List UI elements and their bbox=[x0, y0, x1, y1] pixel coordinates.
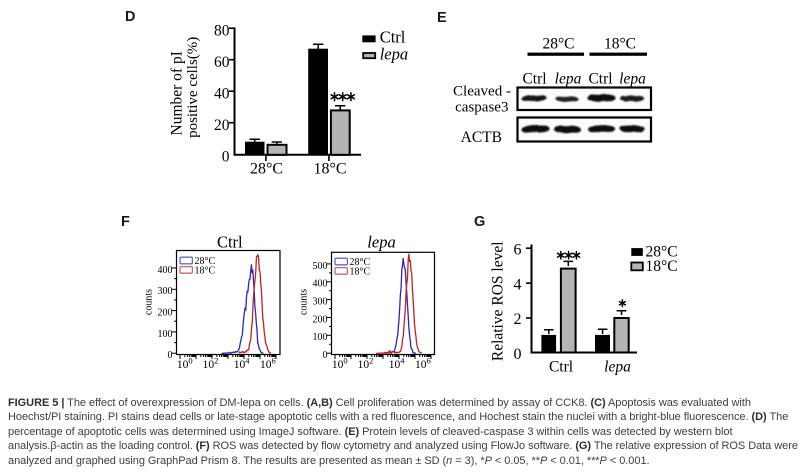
svg-text:18°C: 18°C bbox=[604, 35, 636, 52]
svg-text:lepa: lepa bbox=[555, 71, 582, 88]
svg-text:400: 400 bbox=[158, 265, 173, 276]
svg-text:100: 100 bbox=[177, 356, 193, 372]
svg-text:0: 0 bbox=[222, 148, 230, 165]
svg-text:28°C: 28°C bbox=[646, 243, 678, 260]
svg-text:lepa: lepa bbox=[619, 71, 646, 88]
svg-text:F: F bbox=[121, 214, 130, 230]
svg-text:D: D bbox=[125, 9, 135, 25]
svg-text:102: 102 bbox=[358, 356, 374, 372]
svg-text:104: 104 bbox=[389, 356, 406, 372]
svg-text:counts: counts bbox=[298, 289, 309, 315]
svg-text:Relative ROS level: Relative ROS level bbox=[490, 241, 507, 361]
svg-text:106: 106 bbox=[260, 356, 276, 372]
svg-text:lepa: lepa bbox=[604, 359, 631, 376]
svg-text:28°C: 28°C bbox=[542, 35, 574, 52]
svg-text:Ctrl: Ctrl bbox=[217, 232, 243, 251]
svg-text:80: 80 bbox=[214, 22, 230, 39]
svg-text:106: 106 bbox=[415, 356, 431, 372]
svg-text:104: 104 bbox=[234, 356, 251, 372]
svg-text:28°C: 28°C bbox=[350, 257, 371, 268]
svg-text:lepa: lepa bbox=[380, 44, 408, 63]
svg-text:Ctrl: Ctrl bbox=[380, 27, 406, 46]
svg-text:2: 2 bbox=[514, 311, 522, 328]
svg-text:Ctrl: Ctrl bbox=[549, 359, 573, 376]
svg-text:ACTB: ACTB bbox=[461, 129, 502, 146]
svg-text:500: 500 bbox=[313, 261, 328, 272]
svg-text:102: 102 bbox=[203, 356, 219, 372]
svg-text:positive cells(%): positive cells(%) bbox=[185, 37, 201, 138]
svg-text:60: 60 bbox=[214, 54, 230, 71]
svg-text:lepa: lepa bbox=[367, 232, 395, 251]
svg-text:caspase3: caspase3 bbox=[455, 99, 508, 115]
svg-text:4: 4 bbox=[514, 276, 522, 293]
svg-text:40: 40 bbox=[214, 85, 230, 102]
svg-text:counts: counts bbox=[143, 289, 154, 315]
svg-text:Ctrl: Ctrl bbox=[588, 71, 612, 88]
svg-text:100: 100 bbox=[158, 329, 173, 340]
svg-text:0: 0 bbox=[514, 346, 522, 363]
svg-text:6: 6 bbox=[514, 241, 522, 258]
svg-text:E: E bbox=[437, 10, 447, 26]
svg-text:Cleaved -: Cleaved - bbox=[453, 84, 511, 100]
svg-text:0: 0 bbox=[168, 350, 173, 361]
svg-text:300: 300 bbox=[158, 286, 173, 297]
svg-text:Ctrl: Ctrl bbox=[522, 71, 546, 88]
svg-text:G: G bbox=[474, 214, 485, 230]
svg-text:100: 100 bbox=[313, 332, 328, 343]
svg-text:18°C: 18°C bbox=[313, 161, 346, 178]
svg-text:100: 100 bbox=[332, 356, 348, 372]
svg-text:18°C: 18°C bbox=[195, 266, 216, 277]
svg-text:Number of pI: Number of pI bbox=[169, 51, 186, 135]
svg-text:20: 20 bbox=[214, 117, 230, 134]
svg-text:28°C: 28°C bbox=[195, 256, 216, 267]
svg-text:18°C: 18°C bbox=[350, 267, 371, 278]
svg-text:18°C: 18°C bbox=[646, 258, 678, 275]
svg-text:400: 400 bbox=[313, 279, 328, 290]
svg-text:0: 0 bbox=[323, 350, 328, 361]
svg-text:300: 300 bbox=[313, 297, 328, 308]
svg-text:200: 200 bbox=[313, 314, 328, 325]
svg-text:200: 200 bbox=[158, 308, 173, 319]
svg-text:28°C: 28°C bbox=[250, 161, 283, 178]
